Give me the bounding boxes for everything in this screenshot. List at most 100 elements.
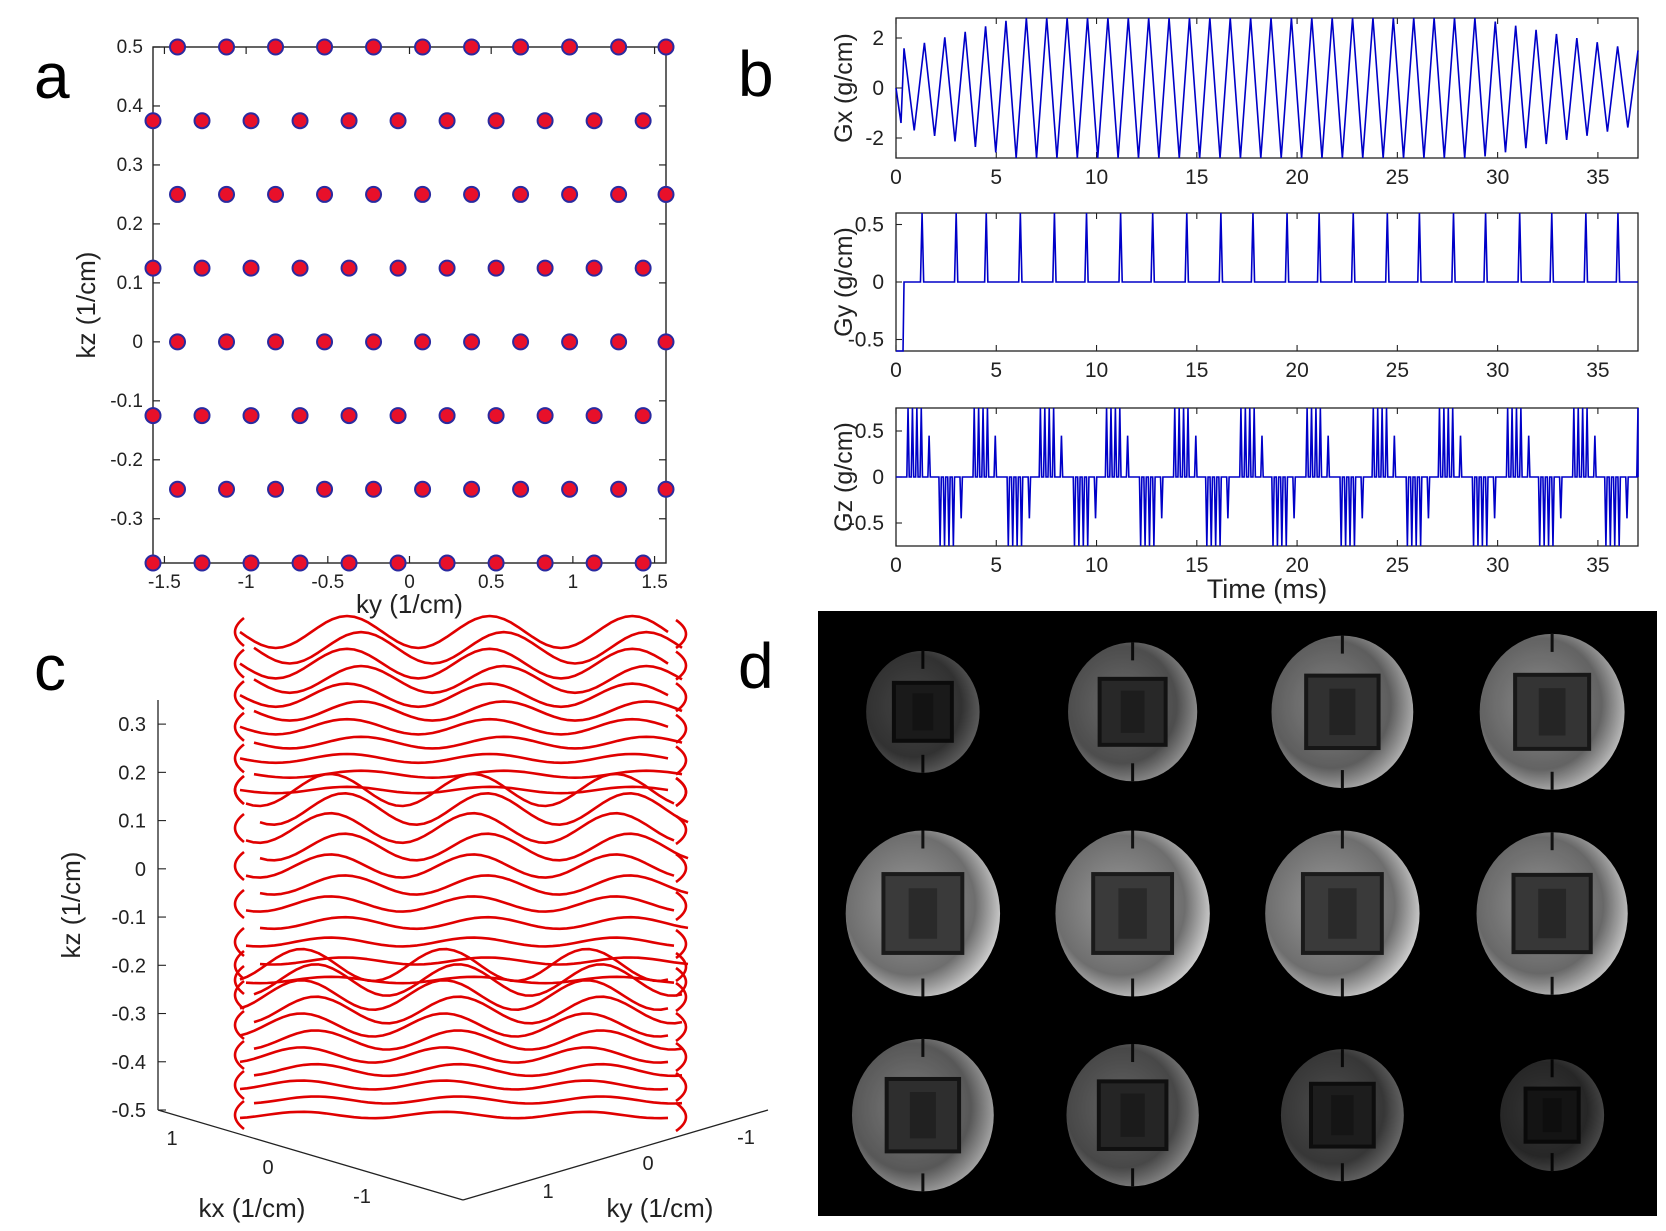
sample-point	[634, 554, 652, 572]
trajectory-line	[239, 947, 669, 983]
sample-point	[242, 259, 260, 277]
x-tick-label: 5	[990, 359, 1002, 382]
sample-point	[438, 554, 456, 572]
y-tick-label: 0.3	[117, 155, 143, 176]
slice-image	[851, 1038, 994, 1192]
gz-waveform	[896, 407, 1639, 547]
trajectory-line	[253, 735, 683, 750]
sample-point	[291, 554, 309, 572]
trajectory-turn	[233, 616, 245, 648]
kspace-sampling-scatter: -1.5 -1 -0.5 0 0.5 1 1.5 0.5 0.4 0.3 0.2 0.1 0 -0.1 -0…	[71, 37, 675, 619]
sample-point	[169, 185, 187, 203]
sample-point	[365, 333, 383, 351]
trajectory-turn	[675, 745, 688, 776]
trajectory-turn	[675, 1041, 688, 1073]
x-tick-label: 10	[1085, 554, 1108, 577]
z-tick-label: -0.5	[112, 1100, 146, 1122]
sample-point	[169, 480, 187, 498]
trajectory-line	[245, 936, 675, 948]
y-tick-label: 2	[872, 27, 884, 50]
sample-point	[144, 407, 162, 425]
y-tick-label: -0.3	[110, 509, 143, 530]
phantom-insert-core	[912, 693, 934, 731]
trajectory-line	[239, 614, 669, 650]
x-tick-label: 30	[1486, 554, 1509, 577]
trajectory-line	[253, 700, 683, 722]
sample-point	[193, 112, 211, 130]
phantom-insert	[1513, 672, 1592, 751]
sample-point	[487, 112, 505, 130]
sample-point	[585, 259, 603, 277]
x-tick-label: 0	[404, 572, 415, 593]
phantom-insert-core	[909, 1091, 936, 1139]
x-tick-label: 30	[1486, 359, 1509, 382]
trajectory-turn	[233, 1099, 245, 1131]
x-tick-label: 15	[1185, 166, 1208, 189]
y-tick-label: 0.2	[117, 214, 143, 235]
sample-point	[657, 333, 675, 351]
z-tick-label: 0.3	[118, 714, 146, 736]
phantom-insert-core	[1538, 688, 1566, 736]
z-tick-label: -0.2	[112, 955, 146, 977]
trajectory-turn	[233, 888, 245, 920]
x-tick-label: -1	[238, 572, 255, 593]
trajectory-line	[239, 1012, 669, 1038]
sample-point	[340, 112, 358, 130]
slice-image	[1271, 635, 1414, 789]
trajectory-line	[253, 630, 683, 665]
trajectory-line	[259, 792, 689, 826]
sample-point	[414, 185, 432, 203]
3d-trajectory-plot: 0.3 0.2 0.1 0 -0.1 -0.2 -0.3 -0.4 -0.5 kz (1/cm) 1…	[56, 614, 769, 1223]
image-montage	[818, 611, 1657, 1216]
ky-tick-label: 1	[542, 1181, 553, 1203]
sample-point	[365, 185, 383, 203]
sample-point	[585, 554, 603, 572]
trajectory-turn	[675, 713, 688, 744]
sample-point	[340, 407, 358, 425]
phantom-insert-core	[1118, 888, 1147, 939]
trajectory-line	[253, 963, 683, 997]
sample-point	[610, 38, 628, 56]
sample-point	[463, 185, 481, 203]
sample-point	[144, 554, 162, 572]
panel-label-d: d	[738, 630, 774, 702]
phantom-insert-core	[1120, 690, 1145, 733]
trajectory-turn	[233, 979, 245, 1011]
x-tick-label: 20	[1285, 359, 1308, 382]
phantom-insert-core	[1538, 888, 1567, 939]
x-tick-label: 20	[1285, 166, 1308, 189]
sample-point	[316, 185, 334, 203]
trajectory-turn	[233, 648, 245, 679]
sample-point	[414, 38, 432, 56]
sample-point	[634, 259, 652, 277]
sample-point	[438, 259, 456, 277]
gy-waveform	[896, 212, 1638, 352]
trajectory-turn	[233, 774, 245, 806]
y-tick-label: -0.2	[110, 450, 143, 471]
y-axis-label: Gz (g/cm)	[830, 422, 858, 532]
trajectory-turn	[675, 618, 688, 650]
x-tick-label: 30	[1486, 166, 1509, 189]
slice-image	[1265, 830, 1420, 997]
trajectory-line	[259, 915, 689, 931]
y-tick-label: 0.5	[855, 420, 884, 443]
x-tick-label: 0.5	[478, 572, 504, 593]
y-tick-label: 0.5	[117, 37, 143, 58]
trajectory-turn	[675, 1011, 688, 1043]
sample-point	[389, 259, 407, 277]
kx-axis	[157, 1109, 464, 1201]
sample-point	[463, 333, 481, 351]
sample-point	[487, 554, 505, 572]
z-tick-label: 0.1	[118, 811, 146, 833]
trajectory-line	[245, 895, 675, 913]
trajectory-turn	[675, 1101, 688, 1133]
trajectory-line	[253, 664, 683, 695]
sample-point	[438, 407, 456, 425]
sample-point	[634, 407, 652, 425]
x-axis-label: Time (ms)	[1207, 574, 1327, 604]
phantom-disc	[1500, 1059, 1605, 1172]
sample-point	[561, 185, 579, 203]
sample-point	[561, 333, 579, 351]
trajectory-line	[239, 979, 669, 1011]
